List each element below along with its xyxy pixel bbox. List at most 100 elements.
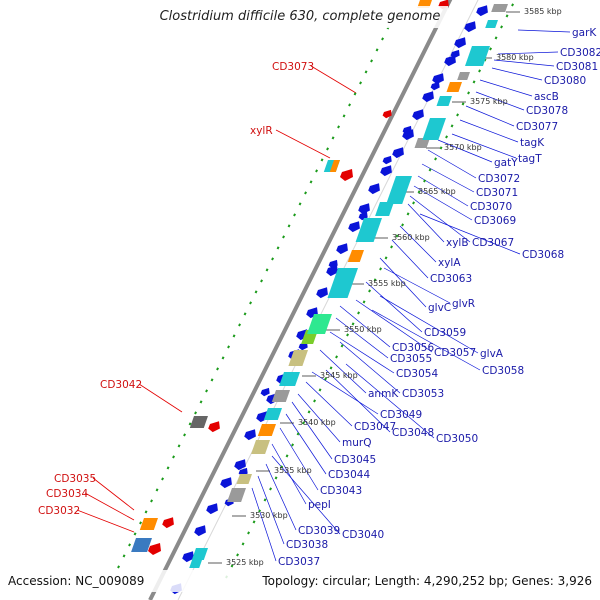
forward-gene-arrow	[148, 543, 161, 555]
inner-tick	[505, 14, 509, 18]
reverse-leader-line	[421, 163, 475, 193]
reverse-leader-line	[257, 475, 285, 545]
gene-block	[288, 350, 308, 366]
reverse-gene-arrow	[430, 81, 440, 91]
reverse-gene-arrow	[382, 155, 392, 165]
inner-tick	[379, 267, 382, 271]
outer-tick	[183, 433, 186, 437]
reverse-leader-line	[371, 309, 481, 371]
outer-tick	[293, 213, 296, 217]
forward-gene-block	[329, 160, 340, 172]
reverse-gene-label: pepI	[308, 499, 331, 511]
inner-tick	[236, 553, 239, 557]
outer-tick	[144, 510, 148, 514]
reverse-gene-label: CD3068	[522, 249, 564, 261]
reverse-leader-line	[271, 455, 341, 535]
gene-block-body	[465, 46, 490, 66]
outer-tick	[150, 499, 153, 503]
outer-tick	[177, 444, 181, 448]
gene-block	[414, 138, 430, 148]
outer-tick	[276, 246, 280, 250]
outer-tick	[353, 92, 357, 96]
outer-tick	[375, 48, 379, 52]
kbp-label: 3565 kbp	[418, 187, 456, 196]
reverse-gene-label: CD3054	[396, 368, 438, 380]
inner-tick	[467, 91, 470, 95]
outer-tick	[232, 334, 236, 338]
reverse-leader-line	[311, 371, 379, 415]
outer-tick	[348, 103, 351, 107]
reverse-gene-label: gatY	[494, 157, 518, 169]
reverse-gene-label: anmK	[368, 388, 399, 400]
gene-block	[446, 82, 462, 92]
gene-block-body	[422, 118, 446, 140]
reverse-leader-line	[491, 67, 543, 81]
gene-block-body	[236, 474, 252, 484]
kbp-label: 3530 kbp	[250, 511, 288, 520]
gene-block-body	[257, 424, 276, 436]
forward-gene-arrow	[382, 109, 392, 119]
outer-tick	[221, 356, 225, 360]
reverse-gene-label: CD3067	[472, 237, 514, 249]
reverse-gene-label: xylA	[438, 257, 461, 269]
gene-block	[347, 250, 364, 262]
gene-block	[491, 4, 508, 12]
gene-block	[386, 176, 412, 204]
gene-block	[227, 488, 246, 502]
reverse-gene-label: CD3072	[478, 173, 520, 185]
inner-tick	[340, 344, 344, 348]
reverse-gene-arrow	[464, 21, 476, 33]
forward-gene-block	[189, 560, 202, 568]
gene-block-body	[491, 4, 508, 12]
reverse-gene-arrow	[244, 429, 256, 441]
inner-tick	[461, 102, 465, 106]
gene-block	[263, 408, 282, 420]
reverse-leader-line	[407, 203, 445, 243]
inner-tick	[472, 80, 476, 84]
gene-block	[257, 424, 276, 436]
outer-tick	[161, 477, 164, 481]
reverse-gene-label: CD3082	[560, 47, 600, 59]
reverse-gene-label: glvR	[452, 298, 475, 310]
inner-tick	[241, 542, 245, 546]
gene-block-body	[386, 176, 412, 204]
outer-tick	[287, 224, 291, 228]
reverse-gene-label: CD3069	[474, 215, 516, 227]
gene-block-body	[347, 250, 364, 262]
reverse-leader-line	[437, 139, 493, 163]
inner-tick	[296, 432, 300, 436]
outer-tick	[315, 169, 318, 173]
forward-gene-label: CD3073	[272, 61, 314, 73]
forward-gene-arrow	[162, 517, 174, 529]
outer-tick	[172, 455, 175, 459]
forward-gene-block-body	[189, 416, 208, 428]
reverse-gene-label: CD3045	[334, 454, 376, 466]
forward-gene-block	[139, 518, 158, 530]
leader-lines	[76, 29, 571, 562]
reverse-leader-line	[517, 29, 571, 33]
reverse-gene-label: CD3040	[342, 529, 384, 541]
reverse-gene-label: CD3056	[392, 342, 434, 354]
outer-tick	[199, 400, 203, 404]
reverse-gene-label: CD3058	[482, 365, 524, 377]
inner-tick	[324, 377, 327, 381]
reverse-gene-label: tagK	[520, 137, 545, 149]
reverse-gene-arrow	[316, 287, 328, 299]
inner-tick	[263, 498, 267, 502]
inner-tick	[291, 443, 294, 447]
reverse-leader-line	[409, 195, 471, 243]
accession-text: Accession: NC_009089	[8, 574, 145, 588]
reverse-leader-line	[465, 105, 515, 127]
inner-tick	[423, 179, 426, 183]
reverse-gene-label: ascB	[534, 91, 559, 103]
forward-gene-block	[189, 416, 208, 428]
kbp-label: 3540 kbp	[298, 418, 336, 427]
reverse-gene-arrow	[454, 37, 466, 49]
reverse-gene-label: CD3050	[436, 433, 478, 445]
inner-tick	[395, 234, 399, 238]
inner-tick	[373, 278, 377, 282]
reverse-gene-arrow	[220, 477, 232, 489]
forward-gene-label: CD3034	[46, 488, 88, 500]
